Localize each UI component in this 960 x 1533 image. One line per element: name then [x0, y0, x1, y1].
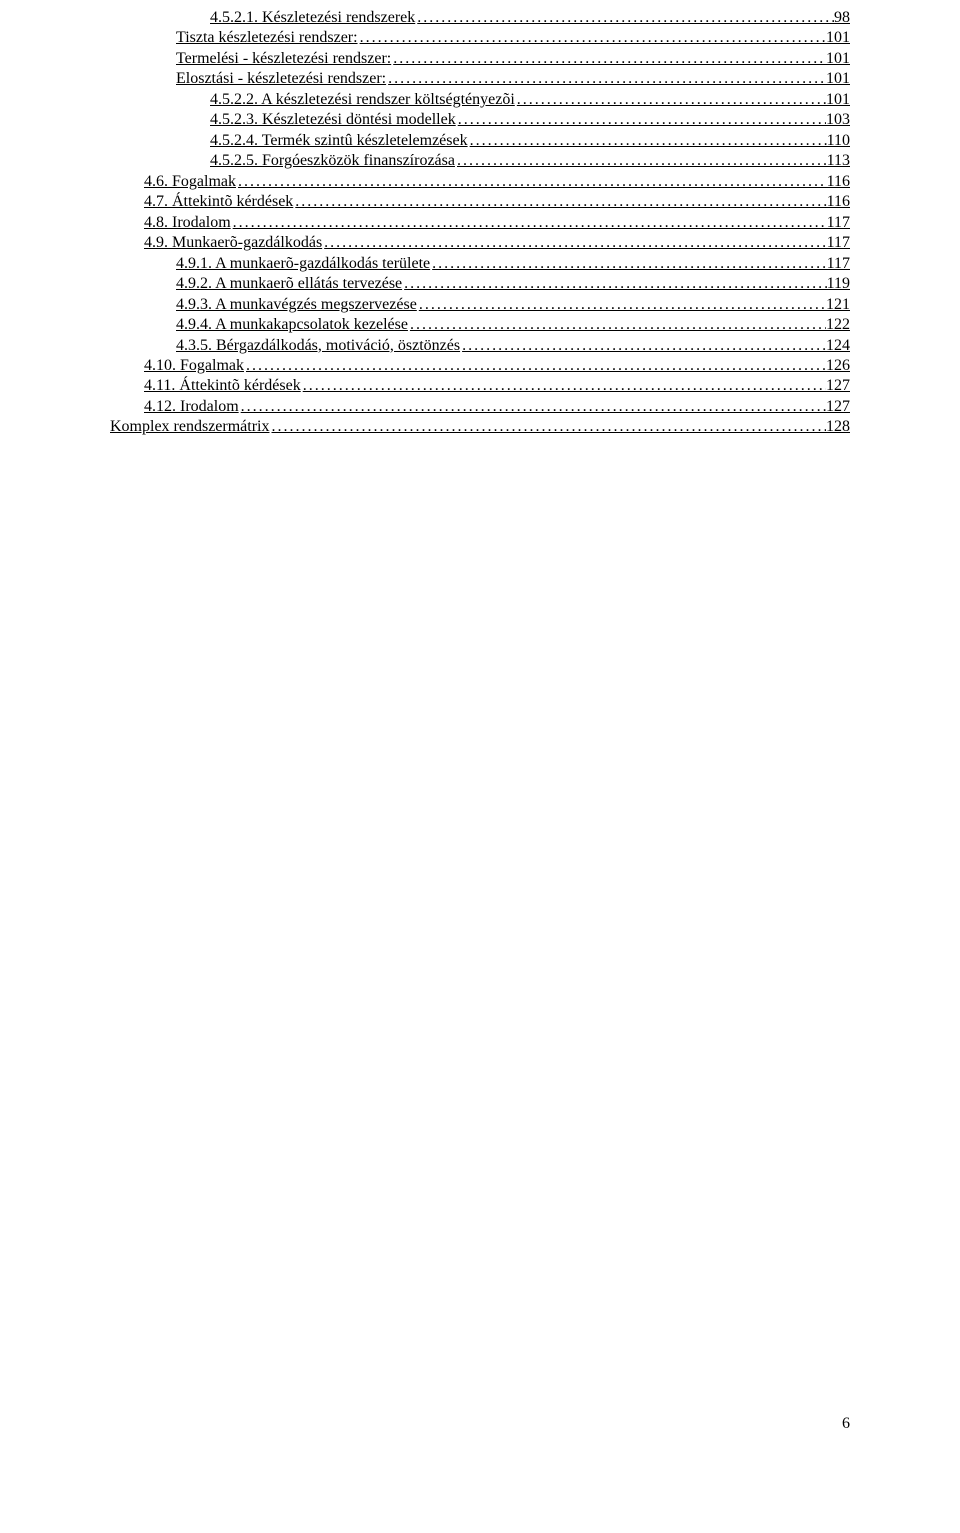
toc-entry-page: 117	[827, 233, 850, 253]
toc-leader-dots	[391, 49, 826, 69]
toc-leader-dots	[402, 274, 826, 294]
toc-entry-label: 4.9. Munkaerõ-gazdálkodás	[144, 233, 322, 253]
toc-entry-label: Tiszta készletezési rendszer:	[176, 28, 358, 48]
page-number: 6	[842, 1415, 850, 1433]
table-of-contents: 4.5.2.1. Készletezési rendszerek98Tiszta…	[110, 8, 850, 438]
toc-entry[interactable]: 4.5.2.2. A készletezési rendszer költség…	[110, 90, 850, 110]
toc-entry-page: 117	[827, 213, 850, 233]
toc-entry-page: 127	[826, 376, 850, 396]
toc-entry[interactable]: 4.9.4. A munkakapcsolatok kezelése 122	[110, 315, 850, 335]
toc-entry-label: 4.10. Fogalmak	[144, 356, 244, 376]
toc-leader-dots	[236, 172, 827, 192]
toc-entry-page: 116	[827, 172, 850, 192]
toc-entry-page: 101	[826, 49, 850, 69]
toc-leader-dots	[456, 110, 826, 130]
toc-entry[interactable]: 4.5.2.1. Készletezési rendszerek 98	[110, 8, 850, 28]
toc-entry-page: 113	[827, 151, 850, 171]
toc-leader-dots	[301, 376, 826, 396]
toc-entry-page: 124	[826, 336, 850, 356]
toc-entry[interactable]: Tiszta készletezési rendszer: 101	[110, 28, 850, 48]
toc-entry-page: 101	[826, 69, 850, 89]
toc-leader-dots	[515, 90, 826, 110]
toc-entry[interactable]: 4.12. Irodalom 127	[110, 397, 850, 417]
toc-entry-label: 4.11. Áttekintõ kérdések	[144, 376, 301, 396]
toc-entry[interactable]: 4.8. Irodalom 117	[110, 213, 850, 233]
toc-entry-page: 127	[826, 397, 850, 417]
toc-entry[interactable]: Elosztási - készletezési rendszer: 101	[110, 69, 850, 89]
toc-entry-page: 128	[826, 417, 850, 437]
toc-entry[interactable]: 4.11. Áttekintõ kérdések 127	[110, 376, 850, 396]
toc-leader-dots	[322, 233, 826, 253]
toc-entry[interactable]: 4.10. Fogalmak 126	[110, 356, 850, 376]
toc-leader-dots	[455, 151, 827, 171]
toc-leader-dots	[231, 213, 827, 233]
toc-entry-page: 117	[827, 254, 850, 274]
toc-entry-label: 4.5.2.2. A készletezési rendszer költség…	[210, 90, 515, 110]
toc-entry-page: 98	[834, 8, 850, 28]
toc-entry[interactable]: Komplex rendszermátrix 128	[110, 417, 850, 437]
toc-entry[interactable]: 4.9.1. A munkaerõ-gazdálkodás területe 11…	[110, 254, 850, 274]
toc-entry-page: 121	[826, 295, 850, 315]
toc-entry-page: 126	[826, 356, 850, 376]
toc-leader-dots	[408, 315, 826, 335]
toc-entry[interactable]: 4.5.2.5. Forgóeszközök finanszírozása 113	[110, 151, 850, 171]
toc-leader-dots	[270, 417, 827, 437]
toc-leader-dots	[460, 336, 826, 356]
toc-entry-label: 4.9.2. A munkaerõ ellátás tervezése	[176, 274, 402, 294]
toc-entry-label: 4.5.2.4. Termék szintû készletelemzések	[210, 131, 468, 151]
toc-entry[interactable]: 4.3.5. Bérgazdálkodás, motiváció, ösztön…	[110, 336, 850, 356]
toc-entry-label: 4.8. Irodalom	[144, 213, 231, 233]
toc-leader-dots	[417, 295, 826, 315]
toc-entry-label: 4.9.3. A munkavégzés megszervezése	[176, 295, 417, 315]
toc-entry-page: 110	[827, 131, 850, 151]
toc-leader-dots	[358, 28, 826, 48]
toc-entry[interactable]: 4.7. Áttekintõ kérdések 116	[110, 192, 850, 212]
toc-entry[interactable]: 4.9.2. A munkaerõ ellátás tervezése 119	[110, 274, 850, 294]
toc-leader-dots	[430, 254, 826, 274]
toc-entry[interactable]: 4.9. Munkaerõ-gazdálkodás 117	[110, 233, 850, 253]
toc-entry[interactable]: 4.5.2.3. Készletezési döntési modellek 10…	[110, 110, 850, 130]
toc-entry-page: 101	[826, 28, 850, 48]
toc-entry-label: 4.5.2.5. Forgóeszközök finanszírozása	[210, 151, 455, 171]
toc-entry-page: 103	[826, 110, 850, 130]
toc-entry-label: Elosztási - készletezési rendszer:	[176, 69, 386, 89]
toc-entry-page: 101	[826, 90, 850, 110]
toc-entry-label: 4.3.5. Bérgazdálkodás, motiváció, ösztön…	[176, 336, 460, 356]
toc-leader-dots	[239, 397, 826, 417]
toc-leader-dots	[468, 131, 827, 151]
toc-entry-label: 4.9.4. A munkakapcsolatok kezelése	[176, 315, 408, 335]
toc-entry-label: 4.7. Áttekintõ kérdések	[144, 192, 293, 212]
toc-entry[interactable]: Termelési - készletezési rendszer: 101	[110, 49, 850, 69]
toc-entry-page: 116	[827, 192, 850, 212]
toc-entry-label: 4.12. Irodalom	[144, 397, 239, 417]
toc-entry-label: 4.9.1. A munkaerõ-gazdálkodás területe	[176, 254, 430, 274]
toc-entry-label: 4.6. Fogalmak	[144, 172, 236, 192]
toc-entry-label: 4.5.2.1. Készletezési rendszerek	[210, 8, 415, 28]
toc-leader-dots	[386, 69, 826, 89]
toc-entry-label: Komplex rendszermátrix	[110, 417, 270, 437]
toc-entry-label: 4.5.2.3. Készletezési döntési modellek	[210, 110, 456, 130]
toc-leader-dots	[415, 8, 834, 28]
toc-entry-page: 119	[827, 274, 850, 294]
toc-entry[interactable]: 4.6. Fogalmak 116	[110, 172, 850, 192]
toc-entry[interactable]: 4.9.3. A munkavégzés megszervezése 121	[110, 295, 850, 315]
toc-entry-page: 122	[826, 315, 850, 335]
toc-entry-label: Termelési - készletezési rendszer:	[176, 49, 391, 69]
toc-entry[interactable]: 4.5.2.4. Termék szintû készletelemzések 1…	[110, 131, 850, 151]
toc-leader-dots	[244, 356, 826, 376]
toc-leader-dots	[293, 192, 826, 212]
